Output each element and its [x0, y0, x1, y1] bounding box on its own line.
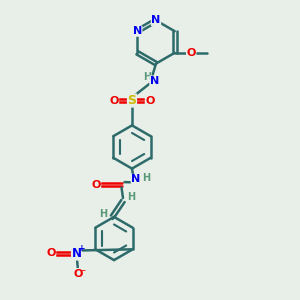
Text: ⁻: ⁻ — [81, 268, 86, 279]
Text: O: O — [46, 248, 56, 259]
Text: O: O — [91, 179, 101, 190]
Text: O: O — [73, 268, 83, 279]
Text: +: + — [78, 244, 86, 253]
Text: N: N — [150, 76, 159, 86]
Text: H: H — [143, 72, 151, 82]
Text: H: H — [142, 172, 150, 183]
Text: O: O — [109, 95, 119, 106]
Text: S: S — [128, 94, 136, 107]
Text: H: H — [127, 192, 136, 203]
Text: N: N — [131, 174, 140, 184]
Text: O: O — [145, 95, 155, 106]
Text: N: N — [71, 247, 82, 260]
Text: O: O — [187, 48, 196, 58]
Text: N: N — [133, 26, 142, 36]
Text: H: H — [99, 208, 108, 219]
Text: N: N — [152, 15, 160, 26]
